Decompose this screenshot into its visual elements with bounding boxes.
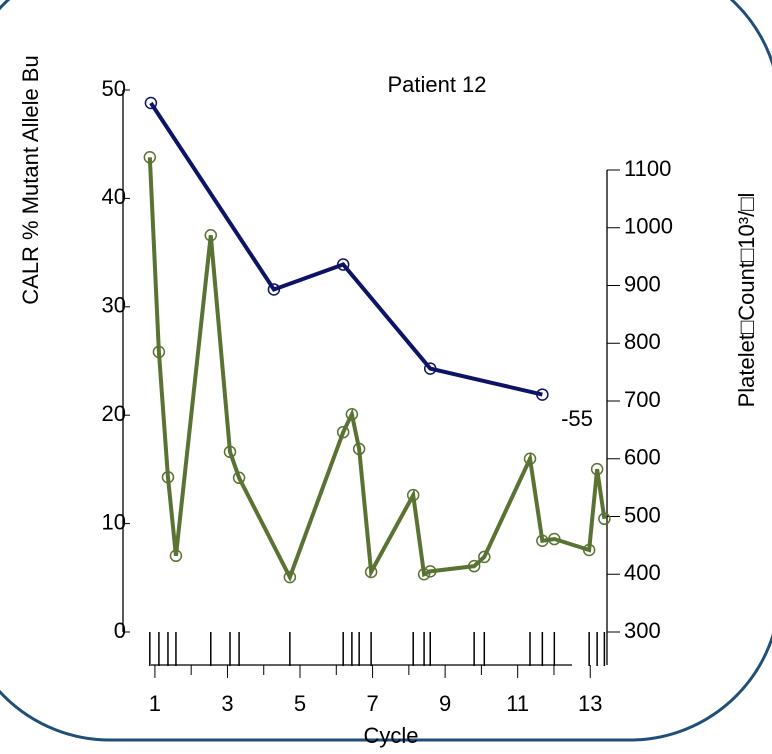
x-tick-label: 9 xyxy=(439,691,451,716)
chart-title: Patient 12 xyxy=(387,72,486,97)
point xyxy=(536,388,549,401)
point xyxy=(161,470,175,484)
point xyxy=(417,568,431,581)
point xyxy=(523,452,537,465)
y2-tick-label: 900 xyxy=(624,271,661,296)
x-tick-label: 1 xyxy=(149,691,161,716)
y-tick-label: 40 xyxy=(102,184,126,209)
point xyxy=(283,570,297,584)
y2-tick-label: 600 xyxy=(624,445,661,470)
point xyxy=(424,362,437,375)
y2-tick-label: 1100 xyxy=(624,156,671,181)
y2-axis-label: Platelet□Count□10³/□l xyxy=(734,193,759,408)
point xyxy=(144,96,158,110)
x-tick-label: 13 xyxy=(578,691,602,716)
y-tick-label: 0 xyxy=(114,618,126,643)
point xyxy=(424,565,437,578)
point xyxy=(352,442,366,456)
x-tick-label: 5 xyxy=(294,691,306,716)
point xyxy=(582,543,596,557)
point xyxy=(598,512,611,526)
y-tick-label: 30 xyxy=(102,293,126,318)
point xyxy=(590,462,604,476)
x-tick-label: 11 xyxy=(506,691,529,716)
point xyxy=(152,345,166,359)
point xyxy=(267,283,281,296)
point xyxy=(548,532,561,546)
x-axis-label: Cycle xyxy=(363,723,418,748)
point xyxy=(336,258,350,271)
y2-tick-label: 1000 xyxy=(624,214,673,239)
point xyxy=(345,408,359,421)
y2-tick-label: 400 xyxy=(624,560,661,585)
y-tick-label: 10 xyxy=(102,509,126,534)
y2-tick-label: 700 xyxy=(624,387,661,412)
y2-tick-label: 300 xyxy=(624,618,661,643)
x-tick-label: 7 xyxy=(366,691,378,716)
point xyxy=(536,534,549,548)
point xyxy=(232,471,246,485)
point xyxy=(406,488,420,502)
point xyxy=(169,549,183,563)
y-tick-label: 50 xyxy=(102,76,126,101)
series-line xyxy=(149,101,543,397)
point xyxy=(364,565,378,579)
y-tick-label: 20 xyxy=(102,401,126,426)
point xyxy=(467,559,481,573)
series-line xyxy=(147,157,607,583)
point xyxy=(336,425,350,439)
y-axis-label: CALR % Mutant Allele Bu xyxy=(18,55,43,304)
point xyxy=(143,151,157,164)
y2-tick-label: 800 xyxy=(624,329,661,354)
point xyxy=(223,445,237,459)
point xyxy=(478,550,491,564)
y2-tick-label: 500 xyxy=(624,502,661,527)
annotation: -55 xyxy=(561,406,593,431)
point xyxy=(204,229,218,242)
x-tick-label: 3 xyxy=(221,691,233,716)
